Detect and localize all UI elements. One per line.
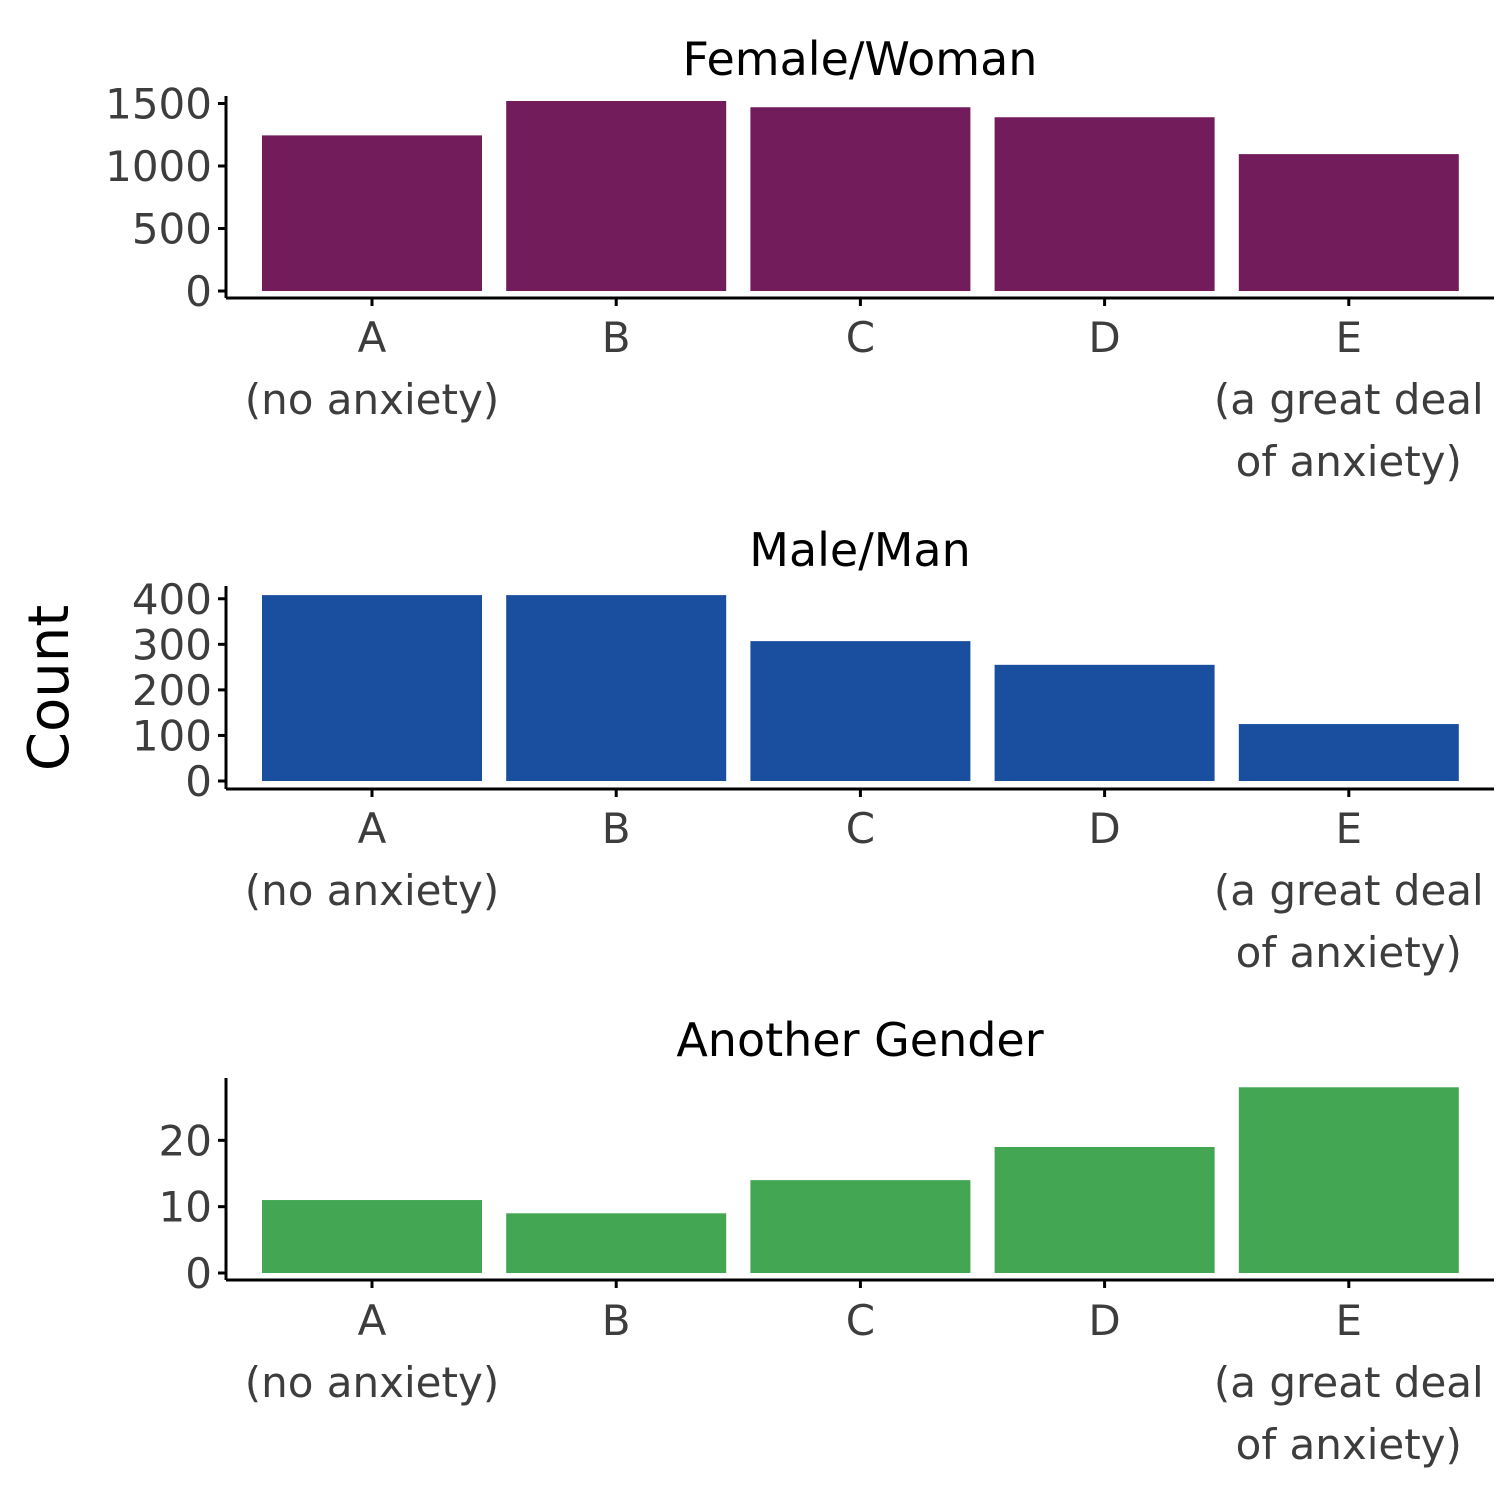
bar [994, 117, 1215, 291]
x-tick-label: C [846, 1296, 875, 1345]
x-tick-label: D [1088, 804, 1120, 853]
x-tick-label: E (a great deal of anxiety) [1214, 804, 1484, 977]
x-tick-label: B [602, 1296, 631, 1345]
bar [506, 595, 727, 781]
y-tick-label: 20 [159, 1116, 212, 1165]
bar [262, 135, 482, 291]
bar [506, 1213, 727, 1273]
panel-3: Another Gender 0 10 20 A (no anxiety) B C D E (a g… [159, 1013, 1494, 1469]
bar [262, 595, 482, 781]
bar [994, 1146, 1215, 1273]
x-tick-label: B [602, 804, 631, 853]
bar [262, 1200, 482, 1273]
bar [1238, 724, 1459, 781]
x-tick-label: E (a great deal of anxiety) [1214, 313, 1484, 486]
bar [750, 641, 971, 781]
x-tick-label: C [846, 804, 875, 853]
bar [1238, 154, 1459, 291]
x-tick-label: D [1088, 313, 1120, 362]
y-tick-label: 10 [159, 1183, 212, 1232]
x-tick-label: B [602, 313, 631, 362]
y-tick-label: 1000 [105, 142, 212, 191]
panel-title: Male/Man [749, 523, 971, 577]
bar [506, 101, 727, 291]
x-tick-label: A (no anxiety) [245, 313, 499, 424]
y-axis-title: Count [17, 605, 82, 771]
y-tick-label: 400 [132, 575, 212, 624]
y-tick-label: 0 [185, 1249, 212, 1298]
x-tick-label: E (a great deal of anxiety) [1214, 1296, 1484, 1469]
bar [750, 1180, 971, 1273]
panel-title: Another Gender [676, 1013, 1043, 1067]
y-tick-label: 1500 [105, 80, 212, 129]
y-tick-label: 500 [132, 205, 212, 254]
x-tick-label: A (no anxiety) [245, 804, 499, 915]
panel-1: Female/Woman 0 500 1000 1500 A (no anxiety) B C D… [105, 32, 1494, 486]
bar [1238, 1087, 1459, 1273]
y-tick-label: 0 [185, 757, 212, 806]
x-tick-label: C [846, 313, 875, 362]
y-tick-label: 200 [132, 666, 212, 715]
y-tick-label: 300 [132, 620, 212, 669]
bar [994, 664, 1215, 781]
x-tick-label: D [1088, 1296, 1120, 1345]
panel-title: Female/Woman [683, 32, 1038, 86]
x-tick-label: A (no anxiety) [245, 1296, 499, 1407]
y-tick-label: 0 [185, 267, 212, 316]
bar [750, 107, 971, 291]
y-tick-label: 100 [132, 711, 212, 760]
